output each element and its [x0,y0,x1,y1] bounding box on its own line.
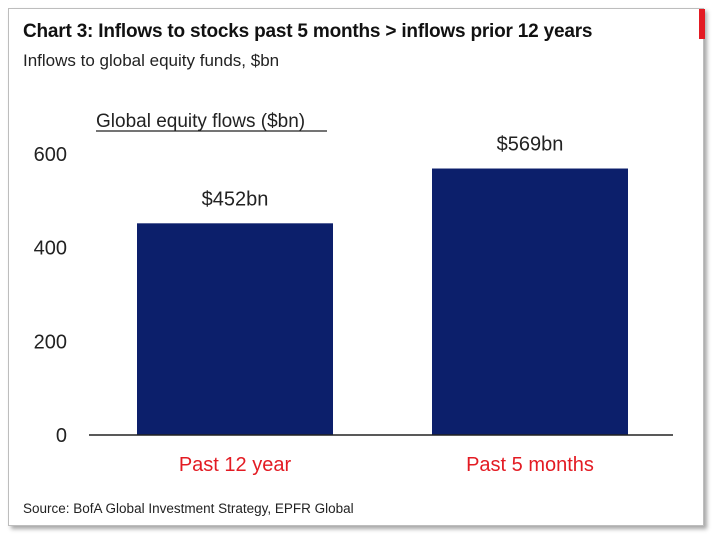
y-axis: 0 200 400 600 [34,144,67,447]
y-tick-label: 0 [56,425,67,447]
y-tick-label: 600 [34,144,67,166]
series-label: Global equity flows ($bn) [96,111,305,132]
bars: $452bn $569bn [137,134,628,436]
accent-bar [699,9,705,39]
chart-title: Chart 3: Inflows to stocks past 5 months… [23,21,593,42]
y-tick-label: 200 [34,331,67,353]
x-axis: Past 12 year Past 5 months [179,454,594,476]
bar-2 [432,168,628,436]
chart-frame: Chart 3: Inflows to stocks past 5 months… [8,8,705,526]
bar-1 [137,223,333,435]
chart-subtitle: Inflows to global equity funds, $bn [23,51,280,70]
y-tick-label: 400 [34,238,67,260]
bar-chart: Global equity flows ($bn) 0 200 400 600 $45… [34,111,673,476]
source-note: Source: BofA Global Investment Strategy,… [23,501,354,516]
bar-value-label: $569bn [497,134,564,156]
category-label: Past 12 year [179,454,292,476]
category-label: Past 5 months [466,454,594,476]
bar-value-label: $452bn [202,188,269,210]
